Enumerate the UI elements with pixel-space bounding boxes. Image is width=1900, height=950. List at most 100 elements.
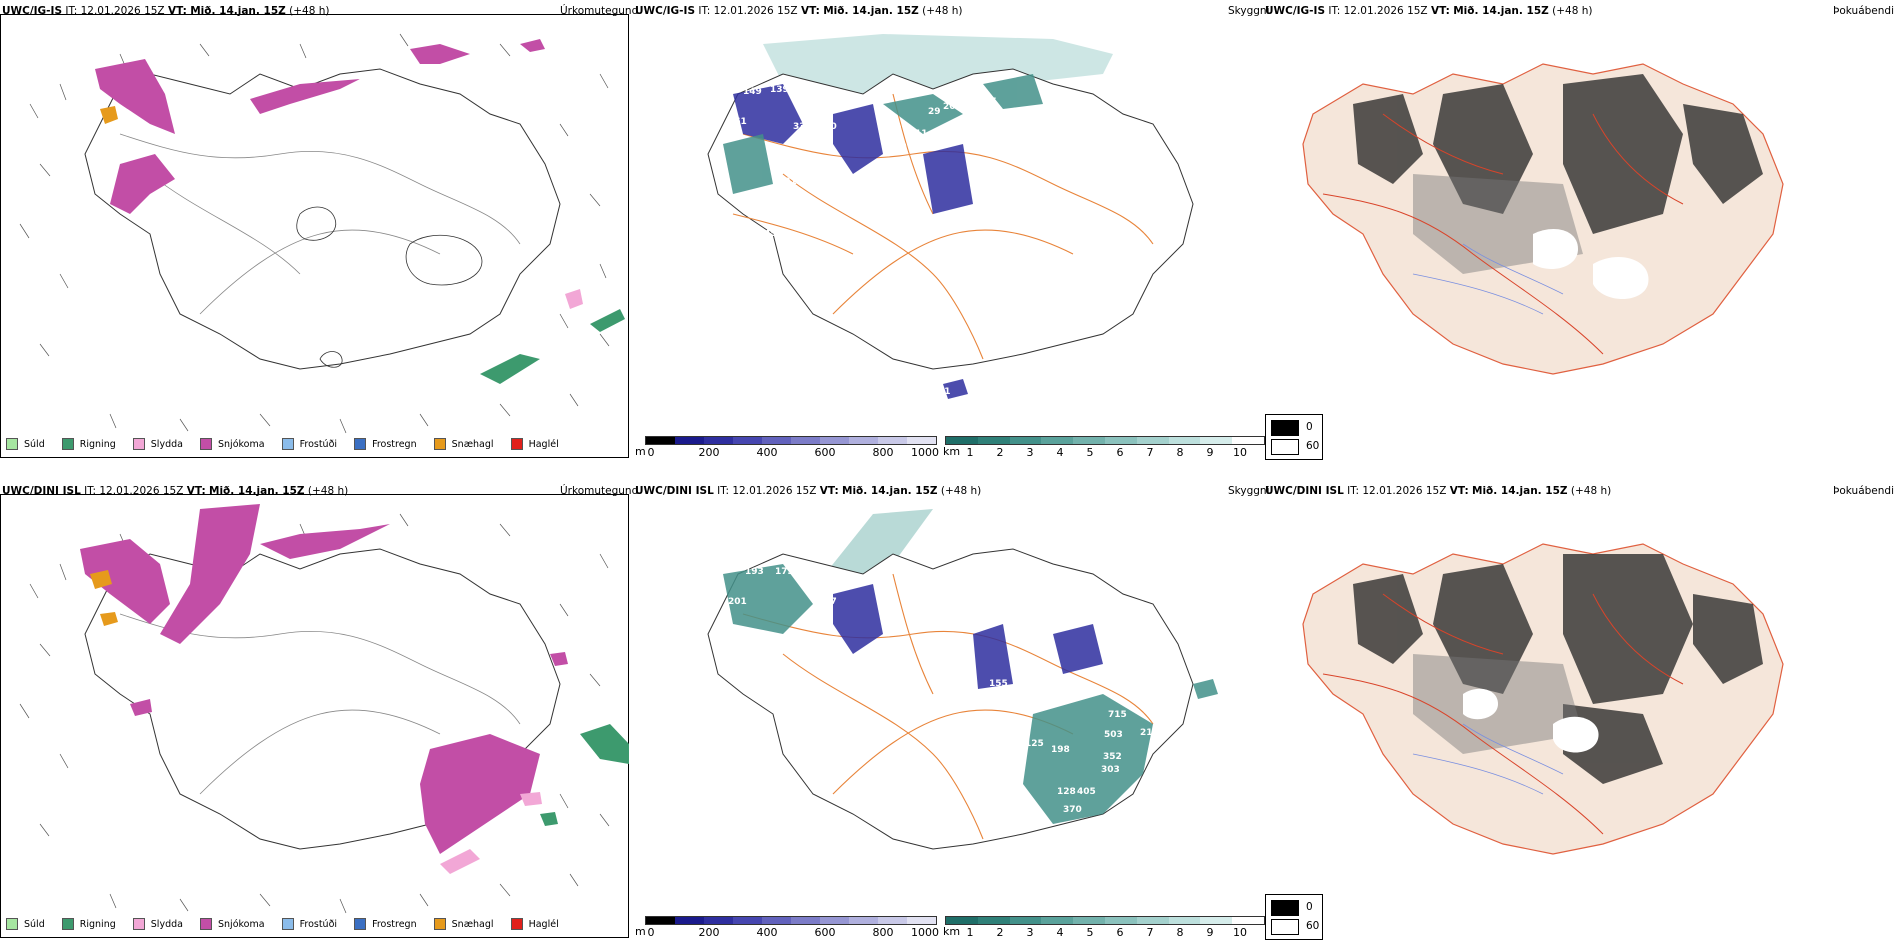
precip-type-legend: Súld Rigning Slydda Snjókoma Frostúði Fr…: [6, 438, 573, 453]
visibility-colorbar: km 1 2 3 4 5 6 7 8 9 10: [943, 916, 1265, 939]
visibility-tick: 10: [1233, 926, 1247, 939]
precip-type-legend: Súld Rigning Slydda Snjókoma Frostúði Fr…: [6, 918, 573, 933]
visibility-swatch: [1136, 917, 1169, 924]
iceland-outline: [707, 68, 1194, 370]
fog-legend-black-label: 0: [1306, 901, 1313, 913]
ceiling-tick: 200: [698, 446, 720, 459]
ceiling-swatch: [704, 437, 733, 444]
map-value-label: 193: [745, 567, 764, 577]
rain-areas: [480, 309, 625, 384]
roads: [119, 133, 521, 315]
ice-pellet-areas: [90, 570, 118, 626]
legend-swatch: [61, 438, 74, 450]
fog-legend-white-label: 60: [1306, 440, 1320, 452]
visibility-tick: 4: [1056, 926, 1064, 939]
map-value-label: 128: [1057, 787, 1076, 797]
legend-swatch: [6, 918, 18, 930]
fog-legend-black-label: 0: [1306, 421, 1313, 433]
ceiling-tick: 400: [756, 926, 778, 939]
fog-legend: 0 60: [1265, 414, 1323, 460]
visibility-tick: 3: [1026, 926, 1034, 939]
visibility-strip: [945, 916, 1265, 925]
visibility-swatch: [1009, 437, 1042, 444]
visibility-swatch: [1009, 917, 1042, 924]
map-value-label: 155: [989, 679, 1008, 689]
visibility-panel: UWC/DINI ISL IT: 12.01.2026 15Z VT: Mið.…: [633, 480, 1270, 950]
sleet-areas: [565, 289, 583, 309]
snow-areas: [80, 504, 568, 854]
snow-areas: [95, 39, 545, 214]
legend-swatch: [6, 438, 18, 450]
ceiling-swatch: [791, 437, 820, 444]
visibility-swatch: [1232, 437, 1264, 444]
map-value-label: 45: [888, 622, 901, 632]
legend-swatch: [281, 918, 294, 930]
legend-swatch: [433, 918, 446, 930]
visibility-unit: km: [943, 445, 961, 458]
ceiling-tick: 800: [872, 446, 894, 459]
clear-patches: [1463, 688, 1599, 753]
visibility-panel: UWC/IG-IS IT: 12.01.2026 15Z VT: Mið. 14…: [633, 0, 1270, 470]
visibility-strip: [945, 436, 1265, 445]
ceiling-swatch: [762, 437, 791, 444]
map-value-label: 173: [775, 567, 794, 577]
map-value-label: 156: [743, 192, 762, 202]
ceiling-tick: 400: [756, 446, 778, 459]
visibility-swatch: [1041, 917, 1074, 924]
visibility-tick: 7: [1146, 926, 1154, 939]
visibility-swatch: [1200, 917, 1233, 924]
map-value-label: 14: [905, 221, 918, 231]
ceiling-strip: [645, 916, 937, 925]
map-value-label: 84: [708, 239, 721, 249]
panel-title: UWC/IG-IS IT: 12.01.2026 15Z VT: Mið. 14…: [635, 5, 963, 17]
precip-type-panel: UWC/IG-IS IT: 12.01.2026 15Z VT: Mið. 14…: [0, 0, 638, 470]
ceiling-swatch: [820, 917, 849, 924]
ceiling-tick: 600: [814, 926, 836, 939]
visibility-tick: 5: [1086, 926, 1094, 939]
map-value-label: 303: [1101, 765, 1120, 775]
visibility-tick: 8: [1176, 926, 1184, 939]
map-value-label: 214: [1140, 728, 1159, 738]
map-value-label: 443: [881, 602, 900, 612]
ceiling-swatch: [733, 437, 762, 444]
map-value-label: 593: [793, 639, 812, 649]
map-value-label: 125: [1025, 739, 1044, 749]
legend-item: Frostúði: [281, 918, 337, 930]
low-visibility-areas: [723, 74, 1043, 194]
legend-item: Slydda: [132, 438, 183, 450]
fog-legend: 0 60: [1265, 894, 1323, 940]
panel-title: UWC/DINI ISL IT: 12.01.2026 15Z VT: Mið.…: [1265, 485, 1612, 497]
map-value-label: 180: [923, 575, 942, 585]
visibility-swatch: [1168, 437, 1201, 444]
visibility-swatch: [1136, 437, 1169, 444]
map-value-label: 161: [728, 117, 747, 127]
visibility-labels: 193 173 201 317 443 180 45 593 264 88 13…: [728, 567, 1159, 882]
ceiling-swatch: [878, 437, 907, 444]
visibility-tick: 7: [1146, 446, 1154, 459]
fog-legend-black: [1271, 900, 1299, 916]
visibility-tick: 8: [1176, 446, 1184, 459]
visibility-swatch: [1073, 917, 1105, 924]
legend-item: Haglél: [510, 438, 559, 450]
map-value-label: 81: [938, 387, 951, 397]
fog-index-panel: UWC/IG-IS IT: 12.01.2026 15Z VT: Mið. 14…: [1263, 0, 1900, 470]
ceiling-swatch: [849, 917, 878, 924]
map-value-label: 264: [883, 669, 902, 679]
sleet-areas: [440, 792, 542, 874]
wind-barbs: [19, 513, 610, 914]
low-visibility-areas: [723, 564, 1218, 824]
roads: [1322, 593, 1684, 835]
visibility-tick: 6: [1116, 926, 1124, 939]
map-value-label: 88: [813, 684, 826, 694]
visibility-tick: 6: [1116, 446, 1124, 459]
legend-swatch: [200, 918, 212, 930]
map-value-label: 11: [915, 129, 928, 139]
visibility-tick: 9: [1206, 926, 1214, 939]
legend-item: Frostregn: [354, 438, 417, 450]
panel-title: UWC/IG-IS IT: 12.01.2026 15Z VT: Mið. 14…: [1265, 5, 1593, 17]
ceiling-tick: 600: [814, 446, 836, 459]
map-value-label: 149: [758, 229, 777, 239]
map-value-label: 715: [1108, 710, 1127, 720]
ceiling-swatch: [878, 917, 907, 924]
ceiling-tick: 0: [647, 446, 655, 459]
